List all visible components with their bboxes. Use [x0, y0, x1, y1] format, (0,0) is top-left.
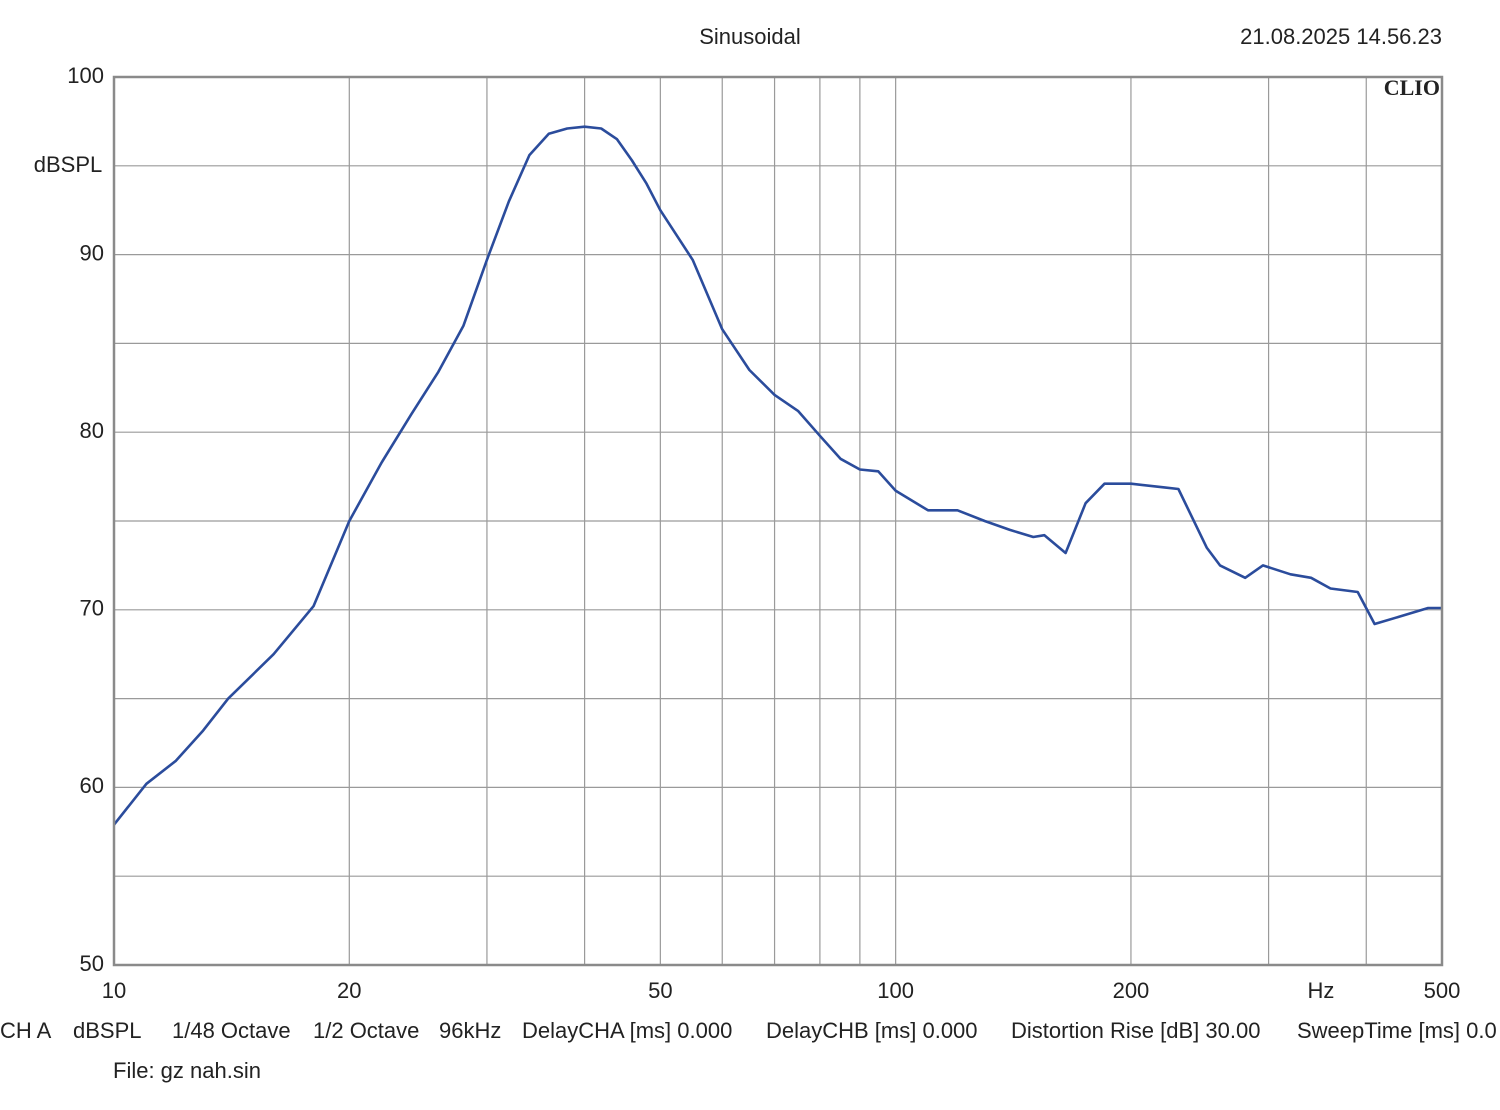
- setting-label: Distortion Rise [dB] 30.00: [1011, 1018, 1260, 1043]
- data-line: [112, 125, 1442, 826]
- plot-frame: [112, 75, 1444, 967]
- x-tick-label: 20: [337, 978, 361, 1003]
- x-tick-label: 10: [102, 978, 126, 1003]
- setting-label: SweepTime [ms] 0.0: [1297, 1018, 1497, 1043]
- setting-label: DelayCHB [ms] 0.000: [766, 1018, 978, 1043]
- x-axis-label: Hz: [1308, 978, 1335, 1003]
- setting-label: dBSPL: [73, 1018, 142, 1043]
- x-tick-label: 100: [877, 978, 914, 1003]
- x-tick-label: 200: [1113, 978, 1150, 1003]
- timestamp: 21.08.2025 14.56.23: [1240, 24, 1442, 49]
- file-name: File: gz nah.sin: [113, 1058, 261, 1083]
- y-tick-label: 70: [80, 596, 104, 621]
- y-tick-label: 80: [80, 418, 104, 443]
- setting-label: 96kHz: [439, 1018, 501, 1043]
- y-tick-label: 50: [80, 951, 104, 976]
- x-tick-label: 50: [648, 978, 672, 1003]
- y-tick-label: 90: [80, 240, 104, 265]
- footer: CH A dBSPL 1/48 Octave 1/2 Octave 96kHz Delay…: [0, 1018, 1497, 1043]
- setting-label: 1/2 Octave: [313, 1018, 419, 1043]
- setting-label: DelayCHA [ms] 0.000: [522, 1018, 732, 1043]
- setting-label: 1/48 Octave: [172, 1018, 291, 1043]
- brand: CLIO: [1384, 75, 1440, 100]
- y-tick-label: 100: [67, 63, 104, 88]
- y-tick-label: 60: [80, 773, 104, 798]
- plot: [112, 125, 1442, 826]
- y-axis-label: dBSPL: [34, 152, 103, 177]
- x-tick-label: 500: [1424, 978, 1461, 1003]
- chart-title: Sinusoidal: [699, 24, 801, 49]
- setting-label: CH A: [0, 1018, 52, 1043]
